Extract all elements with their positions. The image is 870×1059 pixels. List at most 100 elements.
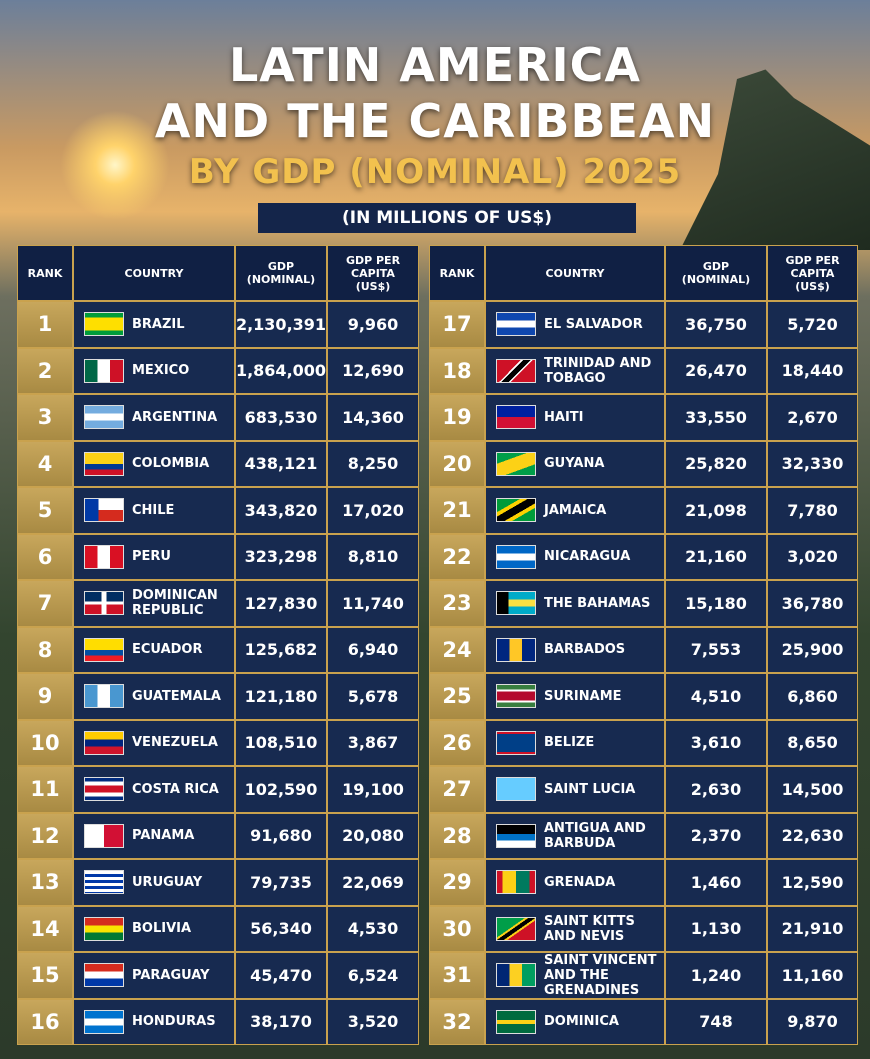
rank: 30 [430, 906, 484, 951]
gdp-per-capita: 11,740 [328, 581, 418, 626]
gdp-text: 3,610 [690, 733, 742, 753]
flag [496, 312, 536, 337]
gdp-per-capita-text: 14,500 [781, 779, 844, 799]
gdp: 2,130,391 [236, 302, 326, 347]
rank: 22 [430, 534, 484, 579]
gdp: 79,735 [236, 860, 326, 905]
country: DOMINICA [486, 999, 664, 1044]
country-name: PERU [132, 549, 171, 565]
country-name: EL SALVADOR [544, 316, 643, 332]
flag [496, 451, 536, 476]
rank-text: 21 [442, 498, 472, 523]
rank: 4 [18, 441, 72, 486]
rank: 12 [18, 813, 72, 858]
gdp-text: 79,735 [250, 872, 312, 892]
country: URUGUAY [74, 860, 234, 905]
rank-text: 31 [442, 963, 472, 988]
gdp-per-capita-text: 20,080 [342, 826, 404, 846]
gdp-text: 343,820 [244, 500, 318, 520]
gdp-text: 683,530 [244, 407, 318, 427]
gdp-text: 25,820 [685, 454, 747, 474]
country: PANAMA [74, 813, 234, 858]
gdp-text: 102,590 [244, 779, 318, 799]
gdp: 21,160 [666, 534, 766, 579]
gdp-text: 21,160 [685, 547, 747, 567]
rank: 2 [18, 348, 72, 393]
gdp: 1,130 [666, 906, 766, 951]
flag [84, 1009, 124, 1034]
gdp: 102,590 [236, 767, 326, 812]
gdp-per-capita: 4,530 [328, 906, 418, 951]
country: SAINT LUCIA [486, 767, 664, 812]
gdp-per-capita-text: 5,720 [787, 314, 838, 334]
flag [496, 591, 536, 616]
country: HONDURAS [74, 999, 234, 1044]
column-header: GDP (NOMINAL) [666, 246, 766, 300]
rank: 19 [430, 395, 484, 440]
flag [496, 963, 536, 988]
gdp-per-capita-text: 11,740 [342, 593, 404, 613]
flag [496, 730, 536, 755]
gdp: 4,510 [666, 674, 766, 719]
gdp: 15,180 [666, 581, 766, 626]
gdp-per-capita-text: 8,810 [347, 547, 399, 567]
country-name: DOMINICAN REPUBLIC [132, 588, 218, 619]
country: BARBADOS [486, 627, 664, 672]
gdp-per-capita: 8,250 [328, 441, 418, 486]
gdp-per-capita-text: 32,330 [781, 454, 844, 474]
country: BELIZE [486, 720, 664, 765]
country: PARAGUAY [74, 953, 234, 998]
rank: 27 [430, 767, 484, 812]
rank: 21 [430, 488, 484, 533]
rank-text: 10 [30, 730, 60, 755]
country-name: DOMINICA [544, 1014, 619, 1030]
gdp: 121,180 [236, 674, 326, 719]
rank-text: 29 [442, 870, 472, 895]
country: MEXICO [74, 348, 234, 393]
rank-text: 24 [442, 637, 472, 662]
flag [496, 637, 536, 662]
gdp-per-capita: 14,360 [328, 395, 418, 440]
gdp-per-capita-text: 6,524 [347, 965, 399, 985]
rank-text: 22 [442, 544, 472, 569]
gdp-text: 1,240 [690, 965, 742, 985]
rank: 31 [430, 953, 484, 998]
gdp: 343,820 [236, 488, 326, 533]
rank: 23 [430, 581, 484, 626]
country: JAMAICA [486, 488, 664, 533]
gdp-per-capita-text: 12,590 [781, 872, 844, 892]
country: BRAZIL [74, 302, 234, 347]
gdp-text: 125,682 [244, 640, 318, 660]
rank-text: 19 [442, 405, 472, 430]
gdp-per-capita-text: 12,690 [342, 361, 404, 381]
gdp-text: 7,553 [690, 640, 742, 660]
gdp-per-capita-text: 3,020 [787, 547, 838, 567]
gdp-per-capita: 8,810 [328, 534, 418, 579]
country: ARGENTINA [74, 395, 234, 440]
country: BOLIVIA [74, 906, 234, 951]
country-name: CHILE [132, 502, 175, 518]
gdp-per-capita: 9,960 [328, 302, 418, 347]
rank: 7 [18, 581, 72, 626]
rank: 8 [18, 627, 72, 672]
gdp-text: 108,510 [244, 733, 318, 753]
country: DOMINICAN REPUBLIC [74, 581, 234, 626]
rank: 25 [430, 674, 484, 719]
country-name: JAMAICA [544, 502, 607, 518]
gdp-per-capita-text: 25,900 [781, 640, 844, 660]
gdp-per-capita-text: 36,780 [781, 593, 844, 613]
gdp-per-capita: 20,080 [328, 813, 418, 858]
column-header: RANK [18, 246, 72, 300]
flag [84, 730, 124, 755]
rank-text: 7 [37, 591, 53, 616]
gdp: 36,750 [666, 302, 766, 347]
gdp: 1,460 [666, 860, 766, 905]
gdp-text: 1,130 [690, 919, 742, 939]
rank-text: 15 [30, 963, 60, 988]
country: GUYANA [486, 441, 664, 486]
country-name: SAINT KITTS AND NEVIS [544, 913, 635, 944]
column-header-text: GDP PER CAPITA (US$) [785, 253, 840, 293]
column-header: RANK [430, 246, 484, 300]
rank-text: 16 [30, 1009, 60, 1034]
